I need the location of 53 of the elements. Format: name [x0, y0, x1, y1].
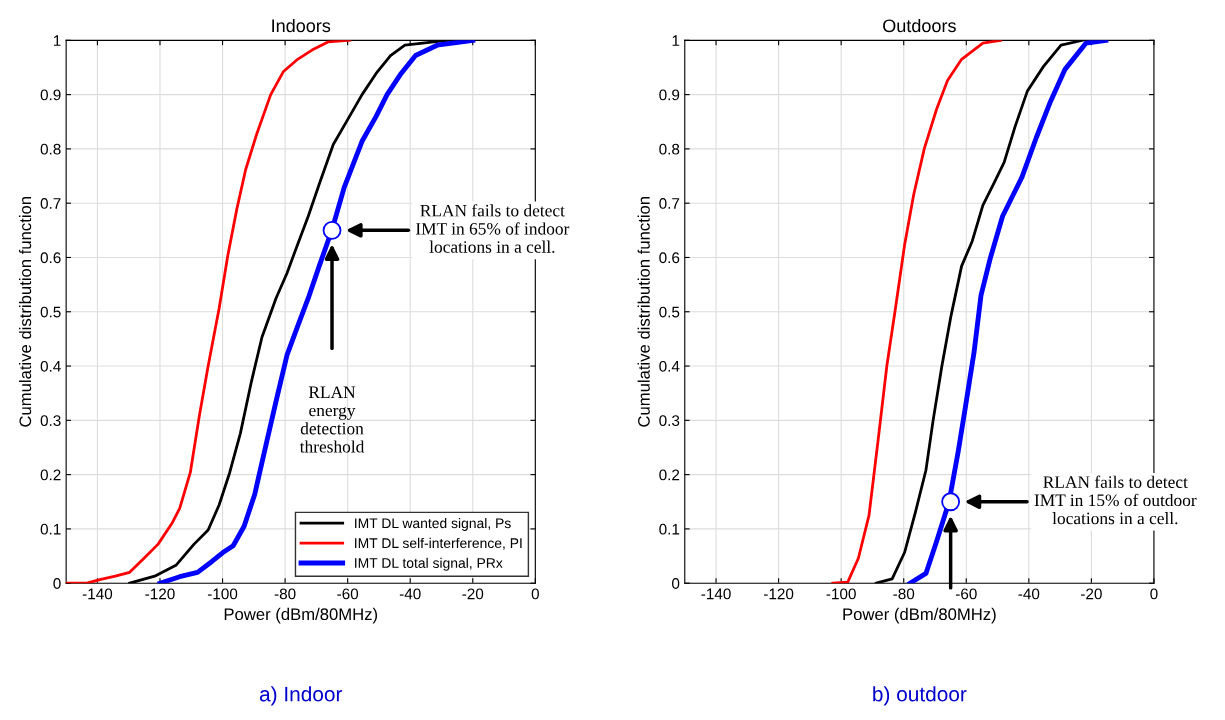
- y-tick-label: 0.4: [40, 360, 61, 372]
- y-tick-label: 0.1: [40, 523, 61, 535]
- chart-title: Outdoors: [883, 18, 956, 33]
- y-tick-label: 1: [53, 35, 61, 46]
- y-tick-label: 0.3: [40, 415, 61, 427]
- x-tick-label: -100: [826, 588, 856, 600]
- y-tick-label: 1: [672, 35, 680, 46]
- x-tick-label: -120: [145, 588, 175, 600]
- x-tick-label: -60: [955, 588, 977, 600]
- x-tick-label: -120: [764, 588, 794, 600]
- text: b) outdoor: [873, 686, 967, 706]
- y-tick-label: 0.5: [40, 306, 61, 318]
- y-tick-label: 0: [672, 578, 680, 589]
- y-tick-label: 0: [53, 578, 61, 589]
- x-tick-label: -20: [462, 588, 484, 600]
- y-tick-label: 0.7: [659, 198, 680, 209]
- y-axis-title: Cumulative distribution function: [637, 197, 650, 427]
- x-tick-label: -140: [82, 588, 113, 600]
- chart-title: Indoors: [272, 18, 331, 33]
- x-tick-label: -80: [274, 588, 296, 600]
- y-tick-label: 0.1: [659, 523, 680, 535]
- x-tick-label: -20: [1081, 588, 1102, 600]
- x-axis-title: Power (dBm/80MHz): [843, 607, 996, 624]
- x-tick-label: -140: [701, 588, 731, 600]
- y-tick-label: 0.8: [40, 143, 61, 155]
- y-axis-title: Cumulative distribution function: [18, 197, 32, 427]
- x-tick-label: -60: [337, 588, 359, 600]
- y-tick-label: 0.3: [659, 415, 680, 427]
- legend-label: IMT DL wanted signal, Ps: [355, 517, 511, 531]
- annotation: RLAN energy detection threshold: [299, 386, 365, 453]
- x-axis-title: Power (dBm/80MHz): [224, 607, 378, 624]
- x-tick-label: -80: [893, 588, 915, 600]
- legend-label: IMT DL total signal, PRx: [355, 557, 503, 571]
- y-tick-label: 0.8: [659, 143, 680, 155]
- annotation: RLAN fails to detect IMT in 15% of outdoor locations in a cell.: [1034, 475, 1197, 525]
- y-tick-label: 0.6: [659, 252, 680, 264]
- y-tick-label: 0.6: [40, 252, 61, 264]
- annotation: RLAN fails to detect IMT in 65% of indoor locations in a cell.: [415, 204, 570, 253]
- y-tick-label: 0.9: [40, 89, 61, 101]
- x-tick-label: 0: [531, 588, 539, 600]
- x-tick-label: -40: [399, 588, 421, 600]
- x-tick-label: 0: [1150, 588, 1158, 600]
- y-tick-label: 0.4: [659, 360, 680, 372]
- legend-label: IMT DL self-interference, PI: [355, 537, 522, 550]
- y-tick-label: 0.2: [659, 469, 680, 481]
- y-tick-label: 0.7: [40, 198, 61, 209]
- y-tick-label: 0.2: [40, 469, 61, 481]
- y-tick-label: 0.9: [659, 89, 680, 101]
- y-tick-label: 0.5: [659, 306, 680, 318]
- x-tick-label: -40: [1018, 588, 1040, 600]
- x-tick-label: -100: [207, 588, 238, 600]
- text: a) Indoor: [259, 686, 343, 706]
- line-series: [831, 40, 1003, 584]
